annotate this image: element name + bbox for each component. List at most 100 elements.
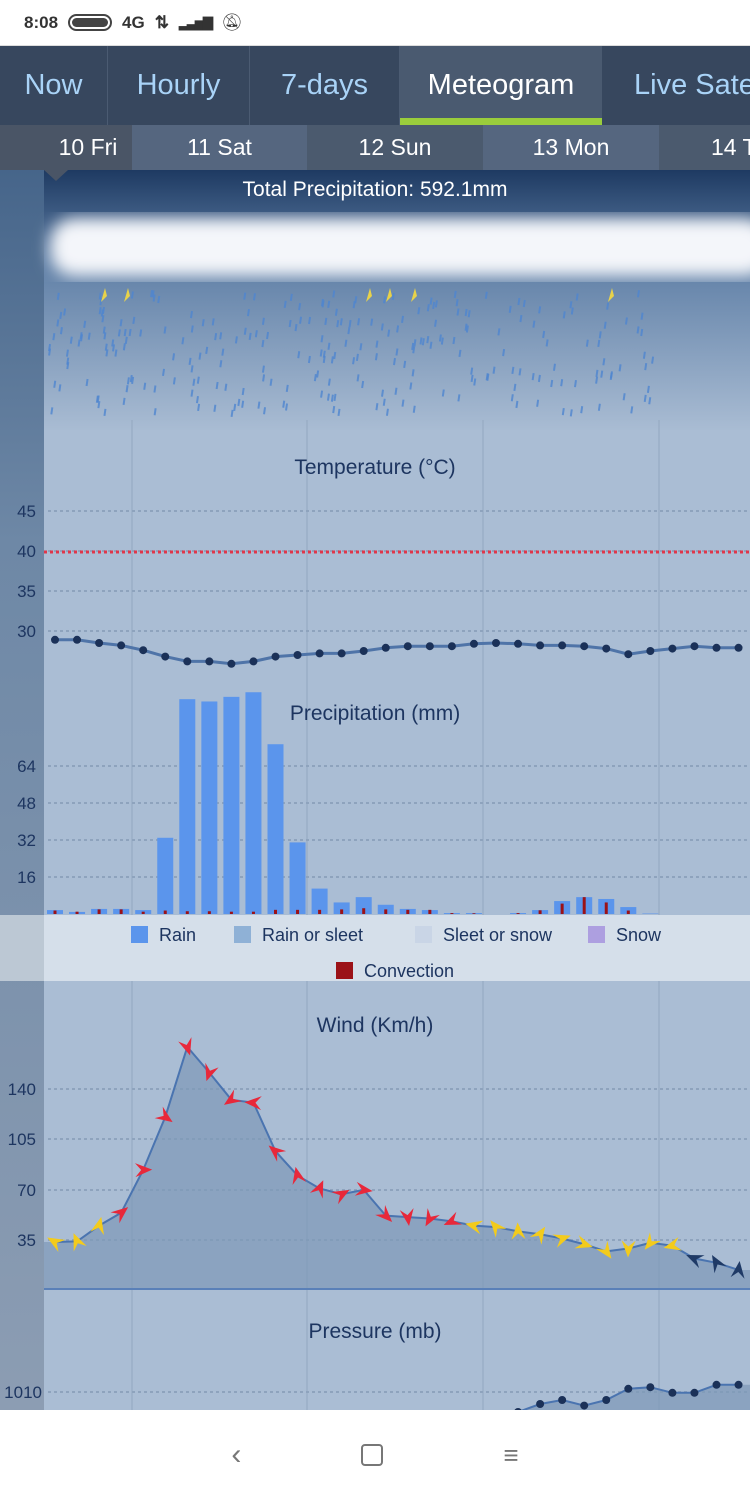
raindrop xyxy=(330,356,334,364)
raindrop xyxy=(640,312,644,320)
raindrop xyxy=(201,319,205,327)
raindrop xyxy=(409,382,413,390)
raindrop xyxy=(344,339,348,347)
raindrop xyxy=(195,395,199,404)
raindrop xyxy=(597,339,601,348)
wind-direction-arrow xyxy=(292,1166,307,1185)
raindrop xyxy=(289,293,293,301)
meteogram-chart[interactable]: Total Precipitation: 592.1mm Temperature… xyxy=(0,170,750,1410)
rain-bar xyxy=(267,744,284,914)
y-tick-label: 32 xyxy=(17,831,36,850)
day-10-fri[interactable]: 10 Fri xyxy=(0,125,132,170)
raindrop xyxy=(573,379,577,388)
tab-meteogram[interactable]: Meteogram xyxy=(400,46,602,125)
legend-items: Rain Rain or sleet Sleet or snow Snow Convec… xyxy=(131,925,662,981)
raindrop xyxy=(330,394,334,402)
raindrop xyxy=(396,325,400,333)
back-icon[interactable]: ‹ xyxy=(231,1438,242,1471)
day-14[interactable]: 14 T xyxy=(659,125,750,170)
raindrop xyxy=(458,349,462,358)
raindrop xyxy=(172,377,176,385)
raindrop xyxy=(320,390,324,398)
raindrop xyxy=(550,379,554,388)
raindrop xyxy=(508,305,512,313)
raindrop xyxy=(112,344,115,352)
convection-bar xyxy=(626,910,630,914)
raindrop xyxy=(189,310,193,319)
raindrop xyxy=(538,306,542,314)
temperature-point xyxy=(536,641,545,650)
raindrop xyxy=(511,366,515,374)
raindrop xyxy=(77,339,81,347)
raindrop xyxy=(470,367,474,375)
tab-hourly[interactable]: Hourly xyxy=(108,46,250,125)
raindrop xyxy=(327,378,331,386)
menu-icon[interactable]: ≡ xyxy=(503,1439,519,1470)
raindrop xyxy=(456,308,460,316)
tab-now[interactable]: Now xyxy=(0,46,108,125)
raindrop xyxy=(570,307,574,315)
raindrop xyxy=(502,348,506,357)
raindrop xyxy=(569,409,573,417)
wind-area xyxy=(44,1046,750,1289)
home-icon[interactable] xyxy=(361,1444,384,1466)
wind-direction-arrow xyxy=(375,1205,393,1223)
wind-direction-arrow xyxy=(205,1062,219,1082)
raindrop xyxy=(457,394,461,402)
raindrop xyxy=(561,407,565,416)
pressure-point xyxy=(580,1401,589,1410)
raindrop xyxy=(163,326,167,334)
raindrop xyxy=(606,302,610,310)
raindrop xyxy=(441,389,445,397)
tab-live-satellite[interactable]: Live Sate xyxy=(602,46,750,125)
raindrop xyxy=(419,337,423,345)
wind-direction-arrow xyxy=(712,1255,727,1274)
raindrop xyxy=(66,357,70,365)
raindrop xyxy=(348,319,352,328)
pressure-point xyxy=(646,1383,655,1392)
raindrop xyxy=(58,384,62,392)
raindrop xyxy=(464,308,468,317)
y-tick-labels: 45 40 35 30 64 48 32 16 140 105 70 35 1010 xyxy=(4,502,42,1402)
convection-bar xyxy=(274,909,277,914)
raindrop xyxy=(122,343,126,351)
temperature-point xyxy=(514,639,523,648)
rain-illustration xyxy=(48,288,655,417)
tab-7-days[interactable]: 7-days xyxy=(250,46,400,125)
raindrop xyxy=(602,358,606,366)
raindrop xyxy=(651,356,655,364)
raindrop xyxy=(327,342,331,350)
y-tick-label: 105 xyxy=(8,1130,36,1149)
lightning-icon xyxy=(411,288,417,302)
wind-direction-arrow xyxy=(399,1208,414,1226)
temperature-series xyxy=(51,635,743,668)
raindrop xyxy=(356,374,360,382)
day-11-sat[interactable]: 11 Sat xyxy=(132,125,307,170)
day-13-mon[interactable]: 13 Mon xyxy=(483,125,659,170)
raindrop xyxy=(48,343,52,352)
raindrop xyxy=(98,292,102,300)
raindrop xyxy=(531,373,535,381)
signal-icon: ▂▃▅▇ xyxy=(178,14,213,30)
raindrop xyxy=(357,318,361,326)
lightning-icon xyxy=(608,288,614,302)
raindrop xyxy=(151,290,155,298)
raindrop xyxy=(426,304,430,312)
day-12-sun[interactable]: 12 Sun xyxy=(307,125,483,170)
rain-bar xyxy=(223,696,240,914)
legend-swatch-convection xyxy=(336,962,353,979)
precipitation-series xyxy=(47,692,659,914)
temperature-point xyxy=(690,642,699,651)
raindrop xyxy=(465,325,469,333)
raindrop xyxy=(603,321,607,329)
raindrop xyxy=(624,317,628,325)
rain-bar xyxy=(355,897,372,914)
raindrop xyxy=(130,291,134,299)
selected-day-pointer xyxy=(44,170,68,181)
raindrop xyxy=(219,332,223,340)
wind-direction-arrow xyxy=(309,1180,324,1199)
raindrop xyxy=(288,319,292,328)
raindrop xyxy=(181,337,185,345)
raindrop xyxy=(434,319,438,327)
wind-direction-arrow xyxy=(154,1106,173,1123)
